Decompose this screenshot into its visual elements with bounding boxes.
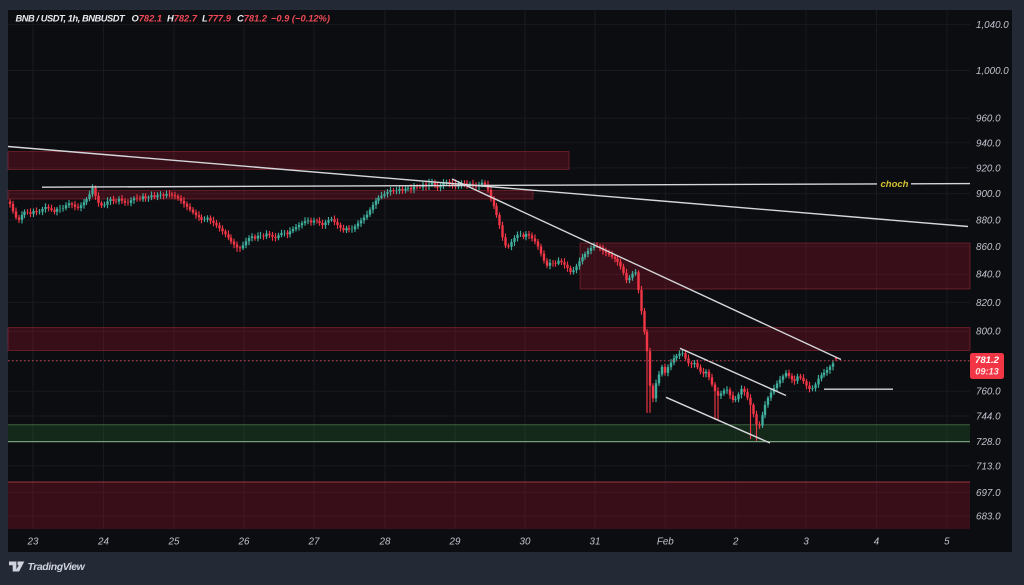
svg-text:880.0: 880.0: [976, 215, 1001, 226]
svg-text:Feb: Feb: [657, 537, 674, 548]
svg-text:29: 29: [449, 537, 461, 548]
svg-text:744.0: 744.0: [976, 412, 1001, 423]
svg-text:24: 24: [97, 537, 109, 548]
svg-text:1,040.0: 1,040.0: [976, 20, 1009, 31]
svg-text:30: 30: [520, 537, 531, 548]
svg-text:O782.1: O782.1: [132, 14, 163, 24]
svg-text:09:13: 09:13: [975, 367, 999, 377]
svg-text:760.0: 760.0: [976, 387, 1001, 398]
svg-text:713.0: 713.0: [976, 461, 1001, 472]
svg-text:L777.9: L777.9: [202, 14, 232, 24]
svg-text:2: 2: [732, 537, 739, 548]
svg-text:840.0: 840.0: [976, 270, 1001, 281]
svg-text:683.0: 683.0: [976, 512, 1001, 523]
svg-text:900.0: 900.0: [976, 189, 1001, 200]
svg-text:BNB / USDT, 1h, BNBUSDT: BNB / USDT, 1h, BNBUSDT: [16, 14, 127, 24]
svg-text:781.2: 781.2: [975, 355, 1000, 366]
svg-text:TradingView: TradingView: [28, 561, 86, 573]
svg-text:3: 3: [803, 537, 809, 548]
svg-text:31: 31: [590, 537, 601, 548]
svg-text:5: 5: [944, 537, 950, 548]
svg-text:940.0: 940.0: [976, 138, 1001, 149]
svg-text:960.0: 960.0: [976, 114, 1001, 125]
svg-text:23: 23: [27, 537, 39, 548]
svg-text:1,000.0: 1,000.0: [976, 66, 1009, 77]
svg-text:697.0: 697.0: [976, 488, 1001, 499]
svg-text:25: 25: [168, 537, 180, 548]
svg-text:820.0: 820.0: [976, 298, 1001, 309]
svg-text:728.0: 728.0: [976, 437, 1001, 448]
svg-text:28: 28: [379, 537, 391, 548]
svg-text:800.0: 800.0: [976, 327, 1001, 338]
svg-text:C781.2: C781.2: [237, 14, 268, 24]
svg-text:26: 26: [238, 537, 250, 548]
svg-text:choch: choch: [881, 179, 909, 190]
svg-text:920.0: 920.0: [976, 163, 1001, 174]
svg-text:27: 27: [308, 537, 320, 548]
svg-text:860.0: 860.0: [976, 242, 1001, 253]
svg-text:H782.7: H782.7: [167, 14, 198, 24]
svg-text:−0.9 (−0.12%): −0.9 (−0.12%): [271, 14, 330, 24]
svg-text:4: 4: [874, 537, 880, 548]
